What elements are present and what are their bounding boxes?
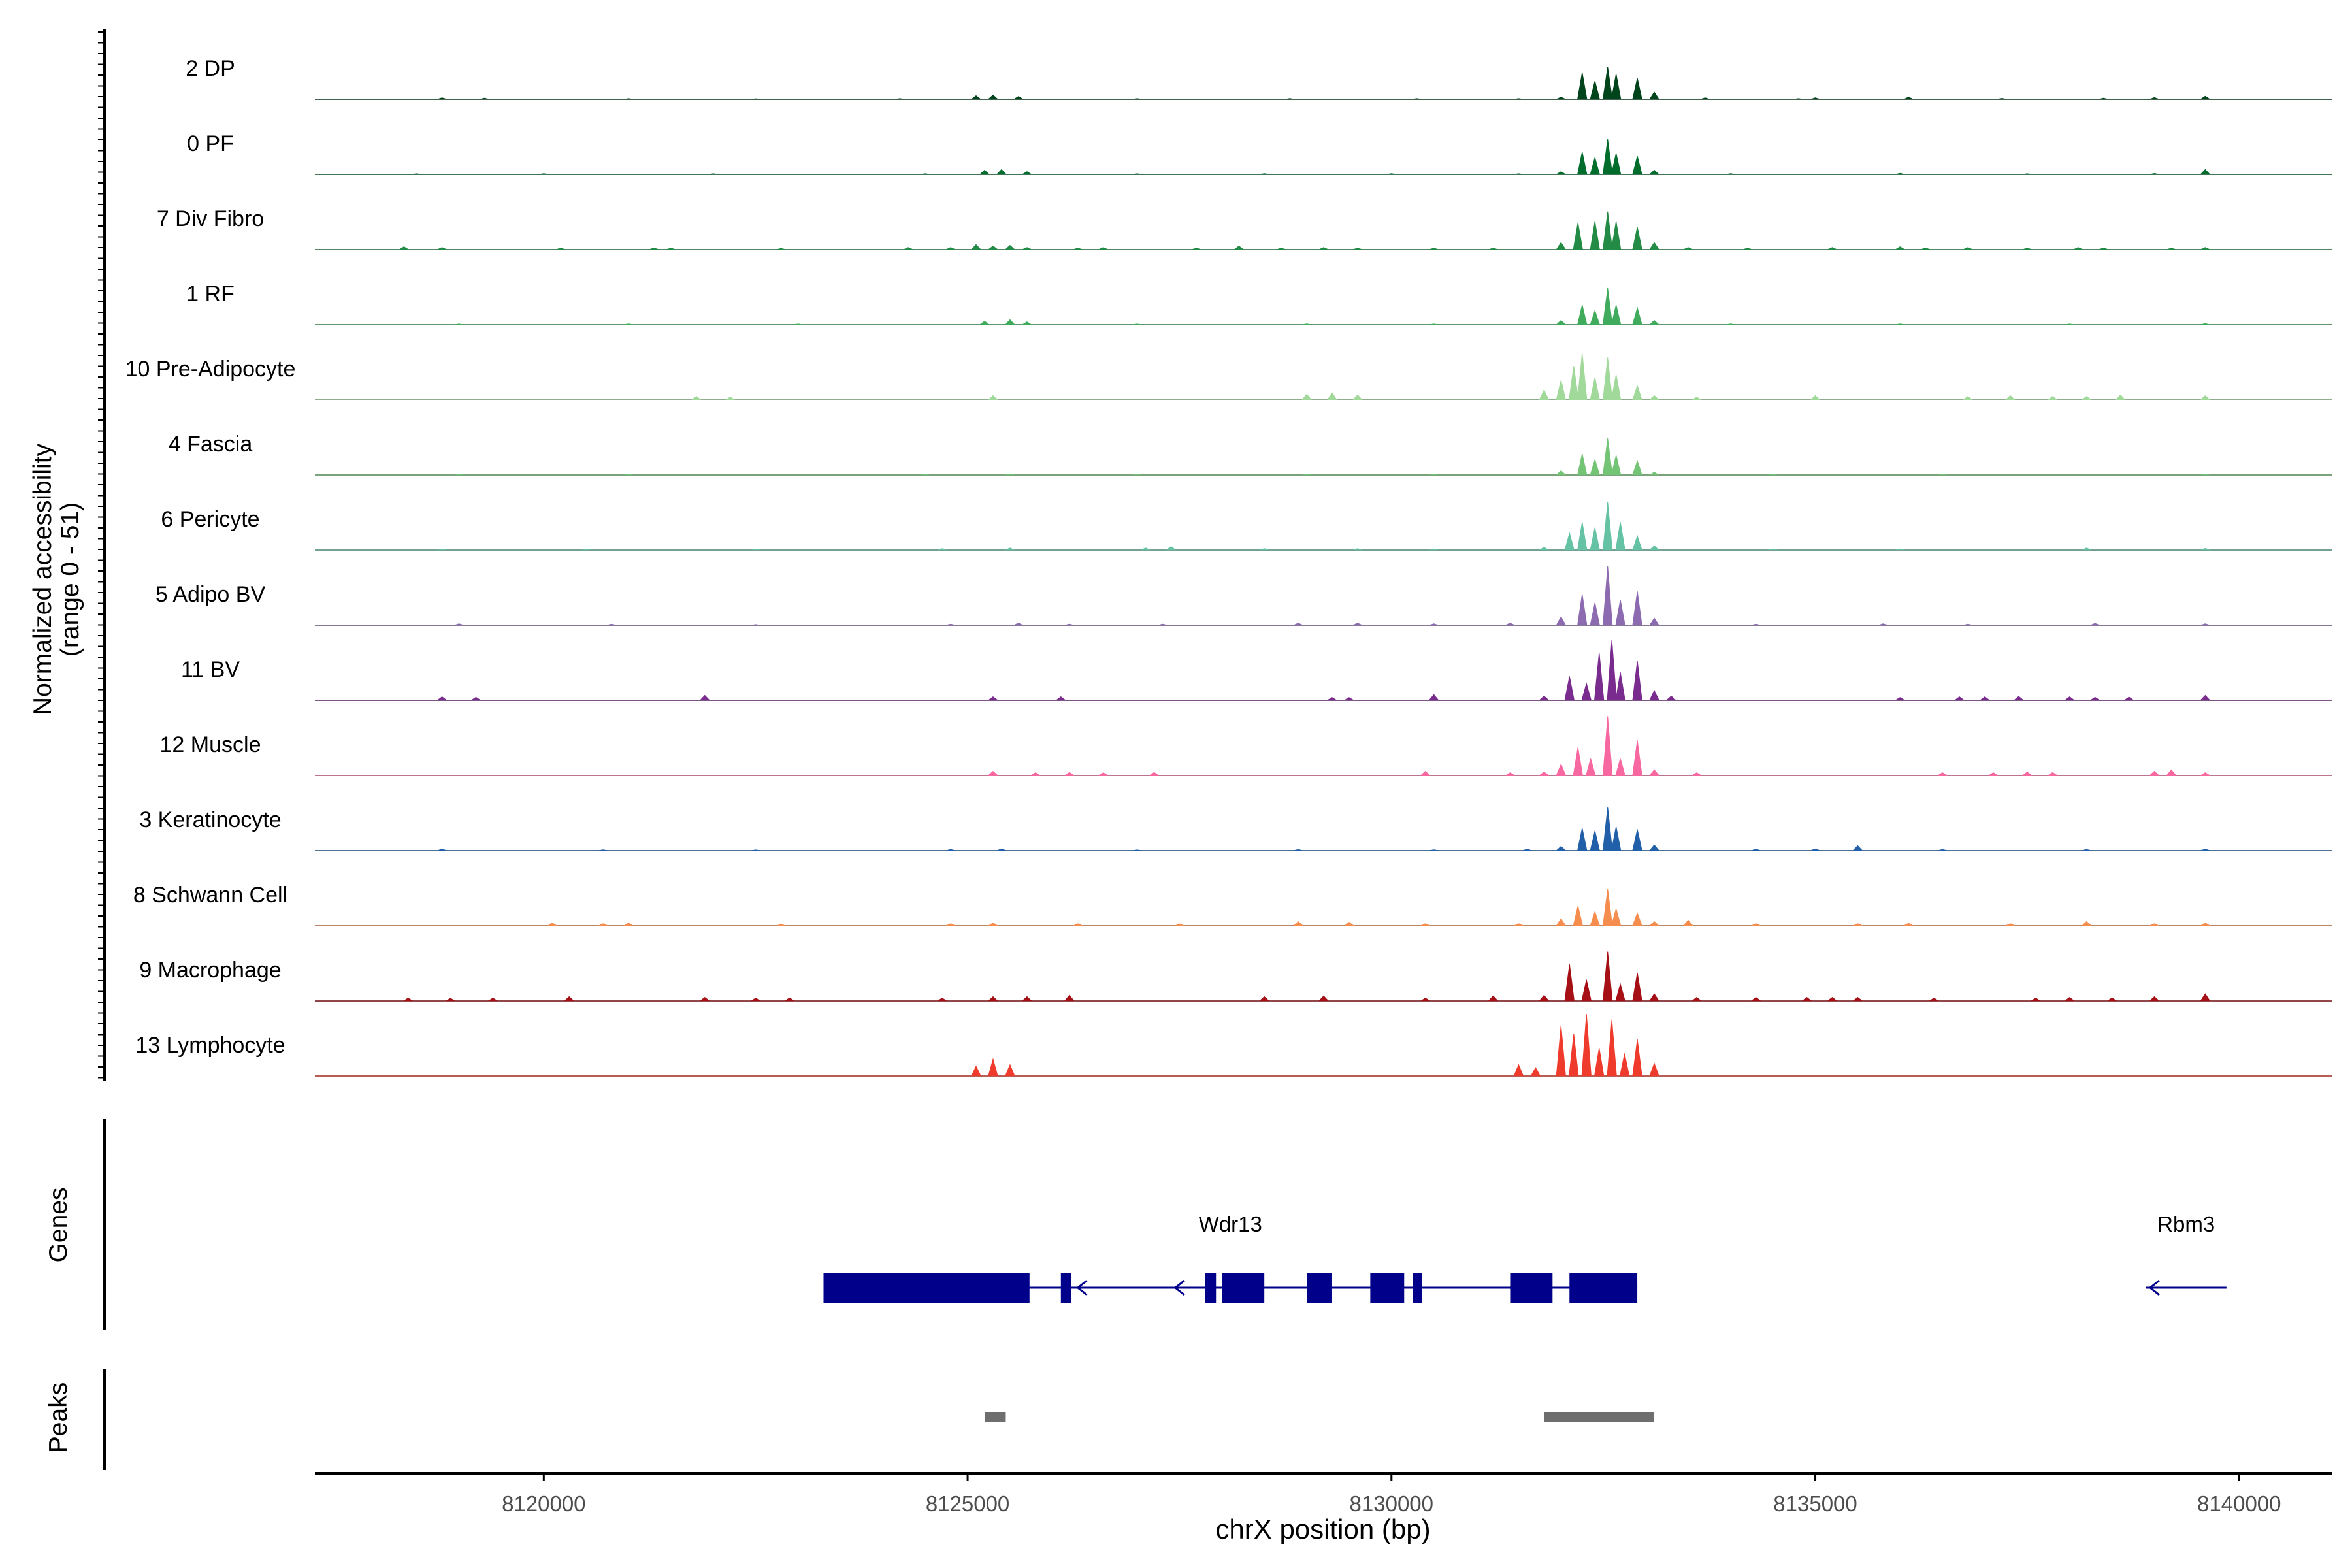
peaks-axis-title: Peaks [44, 1382, 73, 1453]
track-2: 0 PF [187, 131, 2332, 175]
track-label: 5 Adipo BV [155, 582, 266, 607]
coverage-area [315, 211, 2332, 250]
track-5: 10 Pre-Adipocyte [125, 353, 2332, 400]
coverage-area [315, 287, 2332, 325]
x-axis: 8120000 8125000 8130000 8135000 8140000 [315, 1472, 2332, 1516]
track-10: 12 Muscle [160, 716, 2332, 776]
track-12: 8 Schwann Cell [133, 883, 2332, 926]
track-label: 1 RF [186, 282, 235, 306]
track-label: 6 Pericyte [161, 507, 259, 532]
coverage-area [315, 889, 2332, 926]
strand-arrow [1076, 1279, 1088, 1296]
coverage-area [315, 502, 2332, 551]
gene-exon [1222, 1273, 1265, 1303]
track-6: 4 Fascia [169, 432, 2332, 476]
coverage-area [315, 1014, 2332, 1077]
gene-exon [1510, 1273, 1553, 1303]
x-tick-label: 8140000 [2197, 1492, 2281, 1516]
track-label: 2 DP [186, 56, 235, 81]
gene-exon [1370, 1273, 1405, 1303]
track-label: 12 Muscle [160, 732, 261, 757]
track-label: 8 Schwann Cell [133, 883, 287, 907]
gene-exon [1413, 1273, 1422, 1303]
strand-arrow [2148, 1279, 2160, 1296]
gene-exon [1060, 1273, 1071, 1303]
coverage-area [315, 640, 2332, 701]
x-tick-label: 8120000 [502, 1492, 585, 1516]
track-3: 7 Div Fibro [157, 206, 2332, 250]
track-label: 3 Keratinocyte [139, 808, 281, 832]
peaks-panel [985, 1412, 1655, 1422]
coverage-area [315, 353, 2332, 400]
genes-axis-title: Genes [44, 1188, 73, 1263]
strand-arrow [1509, 1279, 1520, 1296]
track-9: 11 BV [181, 640, 2332, 701]
gene-rbm3: Rbm3 [2146, 1212, 2227, 1296]
gene-label: Rbm3 [2157, 1212, 2215, 1236]
coverage-tracks: 2 DP 0 PF 7 Div Fibro 1 RF 10 Pre-Adipocyte 4… [125, 56, 2332, 1077]
track-label: 13 Lymphocyte [135, 1033, 285, 1058]
gene-label: Wdr13 [1199, 1212, 1262, 1236]
left-axes [98, 29, 106, 1470]
coverage-area [315, 67, 2332, 100]
track-11: 3 Keratinocyte [139, 807, 2332, 851]
coverage-area [315, 807, 2332, 851]
track-label: 7 Div Fibro [157, 206, 264, 231]
x-tick-label: 8125000 [926, 1492, 1009, 1516]
track-4: 1 RF [186, 282, 2332, 325]
genes-panel: Wdr13 Rbm3 [823, 1212, 2227, 1303]
coverage-area [315, 951, 2332, 1002]
gene-wdr13: Wdr13 [823, 1212, 1638, 1303]
track-1: 2 DP [186, 56, 2332, 100]
peak-region [985, 1412, 1006, 1422]
y-axis-title: Normalized accessibility [29, 443, 57, 715]
track-8: 5 Adipo BV [155, 566, 2332, 626]
coverage-area [315, 566, 2332, 626]
track-label: 10 Pre-Adipocyte [125, 357, 296, 382]
track-7: 6 Pericyte [161, 502, 2332, 551]
x-tick-label: 8135000 [1773, 1492, 1857, 1516]
peak-region [1544, 1412, 1655, 1422]
coverage-area [315, 139, 2332, 175]
y-axis-range-label: (range 0 - 51) [56, 502, 84, 657]
x-axis-title: chrX position (bp) [1215, 1514, 1430, 1544]
track-13: 9 Macrophage [139, 951, 2332, 1002]
track-label: 4 Fascia [169, 432, 253, 457]
gene-exon [1205, 1273, 1217, 1303]
track-label: 11 BV [181, 657, 240, 682]
strand-arrow [1173, 1279, 1185, 1296]
coverage-area [315, 716, 2332, 776]
track-label: 9 Macrophage [139, 958, 281, 983]
gene-exon [1569, 1273, 1638, 1303]
track-label: 0 PF [187, 131, 234, 156]
coverage-area [315, 438, 2332, 476]
track-14: 13 Lymphocyte [135, 1014, 2332, 1077]
strand-arrow [1318, 1279, 1330, 1296]
x-tick-label: 8130000 [1350, 1492, 1433, 1516]
gene-exon [823, 1273, 1030, 1303]
